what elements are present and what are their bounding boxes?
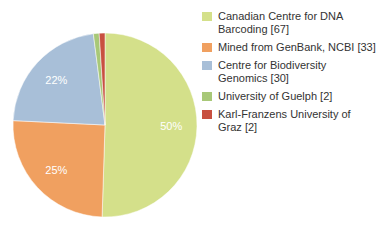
html-text:Karl-Franzens University of Gr: Karl-Franzens University of Graz [2] bbox=[218, 108, 351, 133]
svg-text:25%: 25% bbox=[45, 164, 67, 176]
html-text:Canadian Centre for DNA Barcod: Canadian Centre for DNA Barcoding [67] bbox=[218, 10, 344, 35]
svg-text:50%: 50% bbox=[160, 120, 182, 132]
html-text:University of Guelph [2]: University of Guelph [2] bbox=[218, 90, 333, 102]
svg-text:22%: 22% bbox=[45, 74, 67, 86]
html-text:Centre for Biodiversity Genomi: Centre for Biodiversity Genomics [30] bbox=[218, 59, 327, 84]
html-text:Mined from GenBank, NCBI [33]: Mined from GenBank, NCBI [33] bbox=[218, 41, 376, 53]
